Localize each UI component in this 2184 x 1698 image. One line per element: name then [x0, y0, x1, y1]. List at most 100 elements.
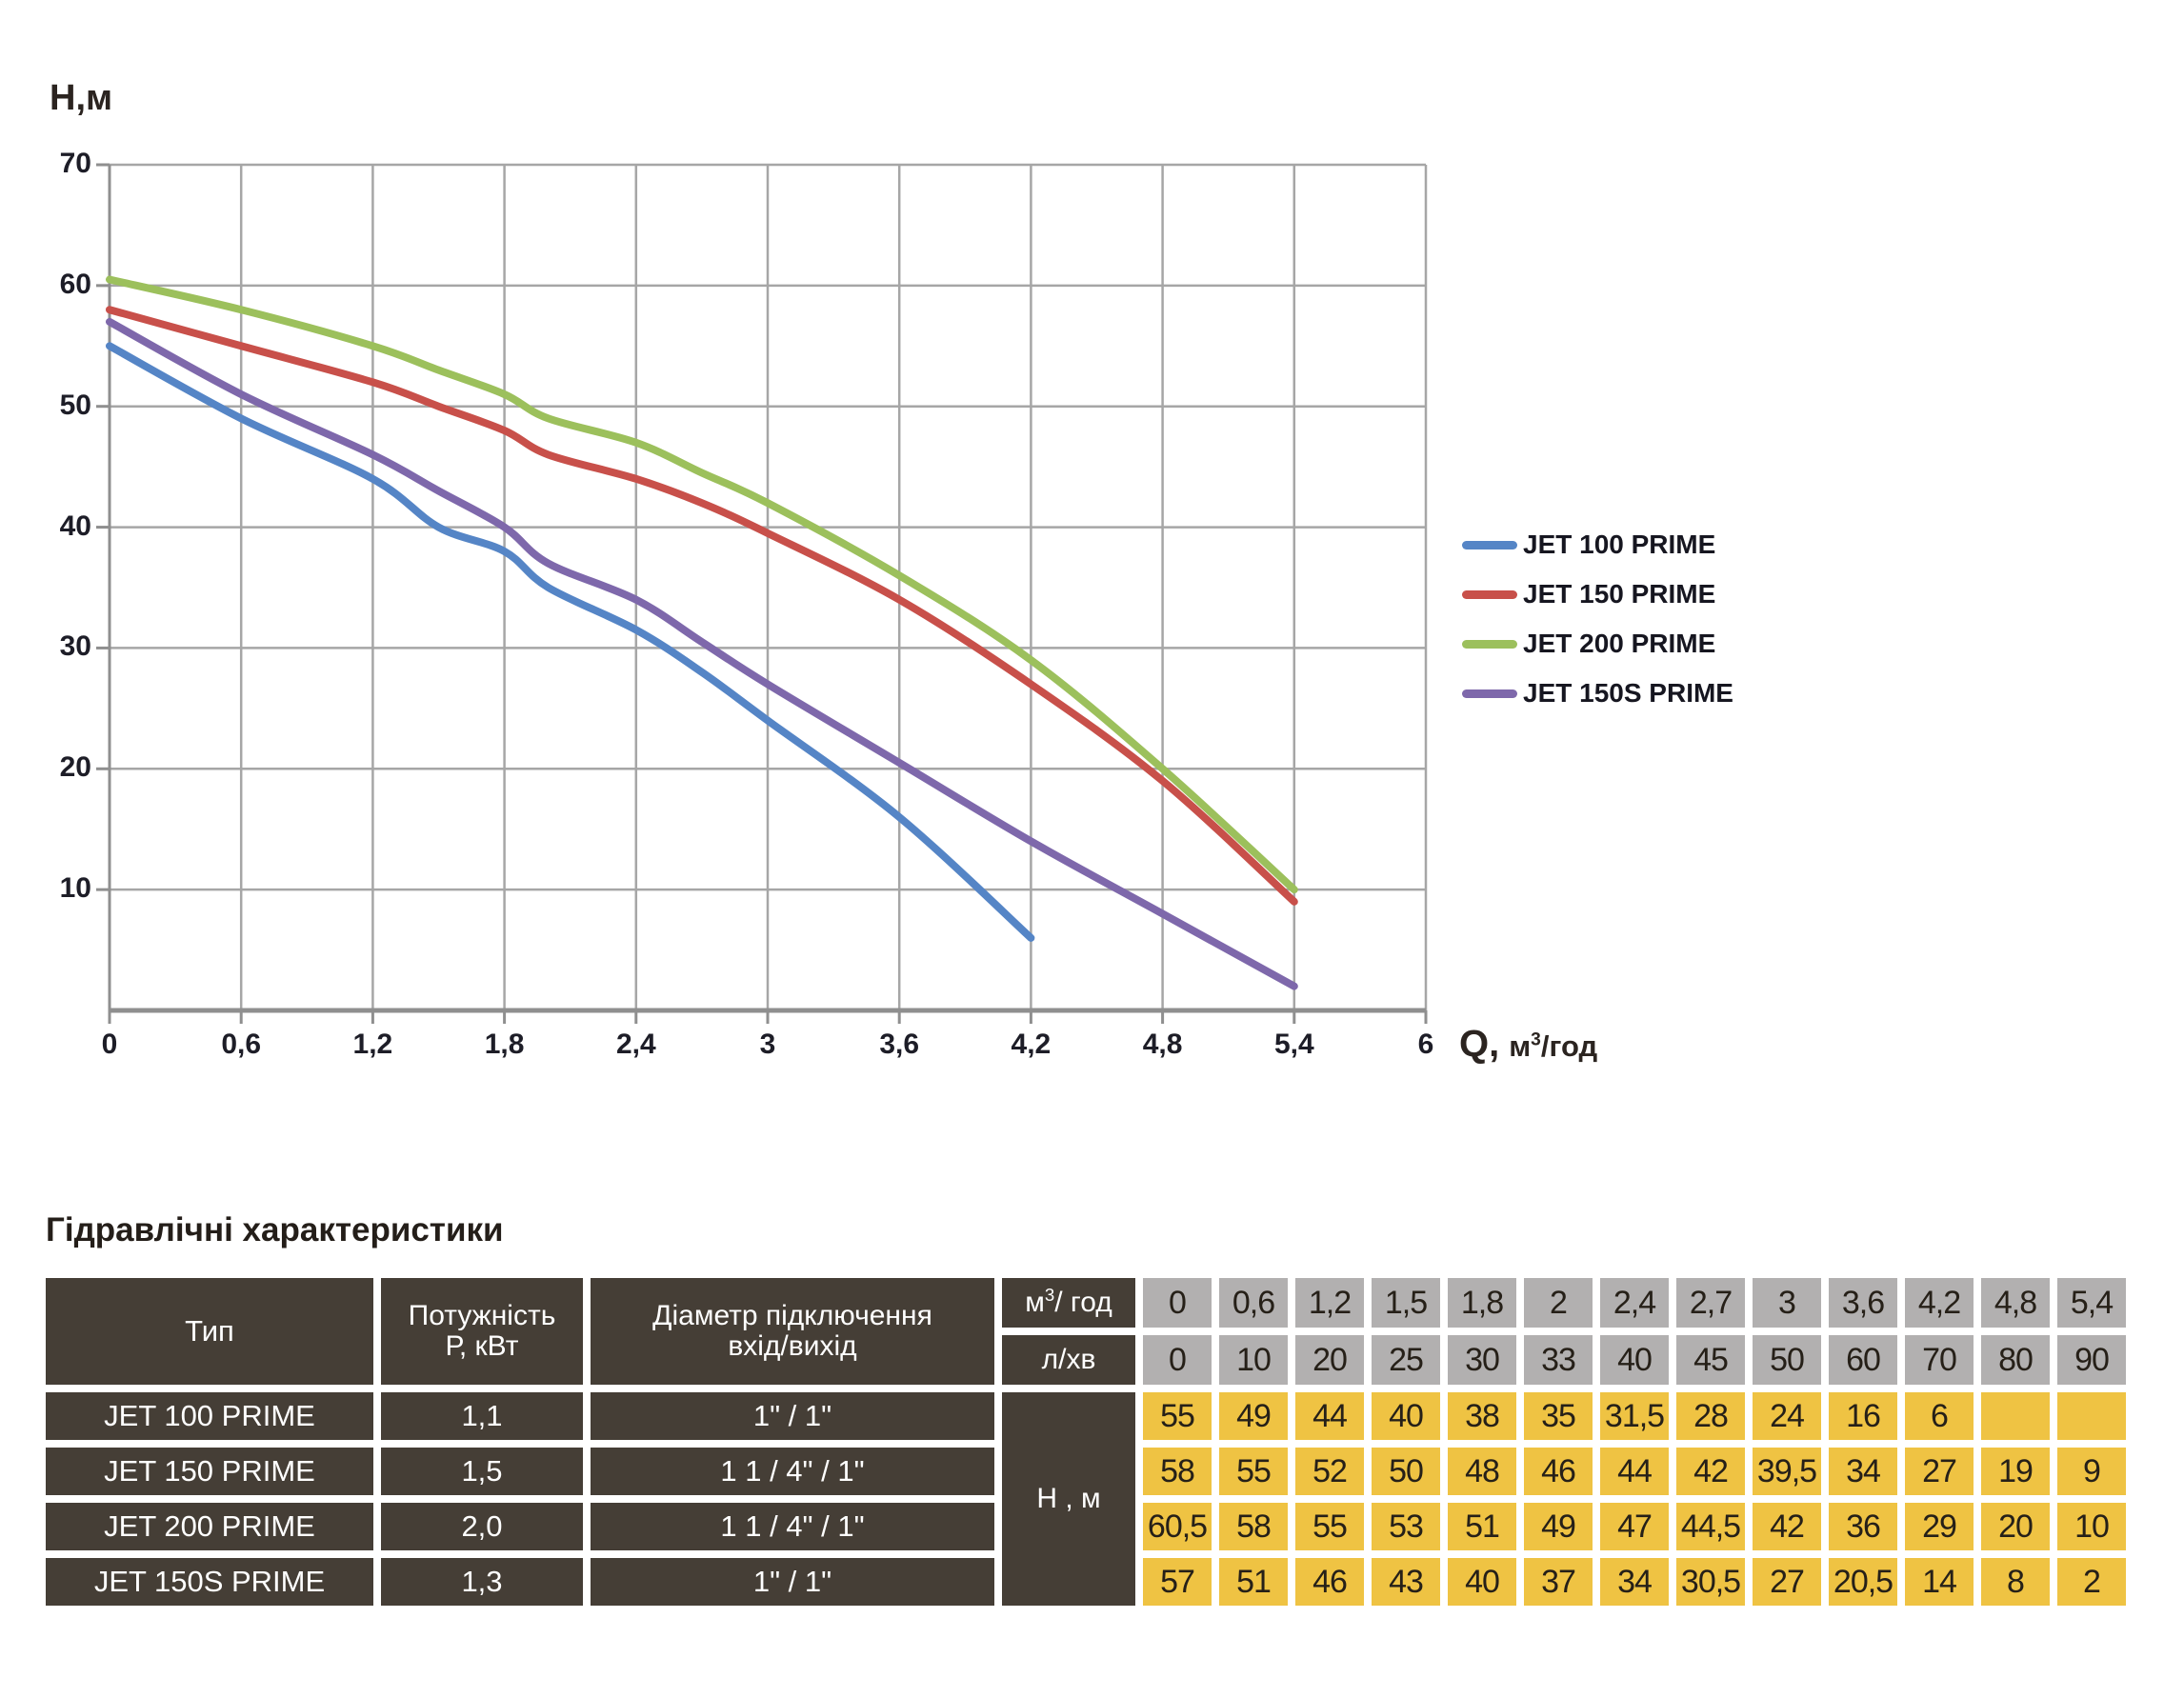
legend-item: JET 150 PRIME	[1462, 569, 1733, 619]
flow-m3h-value: 4,2	[1905, 1278, 1974, 1328]
x-tick-label: 6	[1417, 1029, 1434, 1060]
head-value-cell: 51	[1219, 1558, 1288, 1606]
x-tick-label: 1,8	[484, 1029, 525, 1060]
flow-m3h-value: 4,8	[1981, 1278, 2050, 1328]
flow-lmin-value: 70	[1905, 1335, 1974, 1385]
flow-m3h-value: 0,6	[1219, 1278, 1288, 1328]
x-axis-symbol: Q,	[1459, 1023, 1500, 1065]
head-value-cell: 44	[1600, 1448, 1669, 1495]
table-title: Гідравлічні характеристики	[46, 1211, 504, 1249]
head-value-cell: 9	[2057, 1448, 2126, 1495]
row-diameter: 1" / 1"	[591, 1558, 994, 1606]
head-value-cell: 37	[1524, 1558, 1593, 1606]
flow-m3h-value: 1,8	[1448, 1278, 1516, 1328]
pump-performance-chart: Н,м 70 60 50 40 30 20 10 0 0,6 1,2 1,8 2,4 3 3,6 4,2 4…	[50, 78, 1733, 1066]
head-value-cell	[1981, 1392, 2050, 1440]
head-value-cell: 55	[1219, 1448, 1288, 1495]
head-value-cell: 52	[1295, 1448, 1364, 1495]
head-value-cell: 20,5	[1829, 1558, 1897, 1606]
head-value-cell: 57	[1143, 1558, 1212, 1606]
flow-lmin-value: 30	[1448, 1335, 1516, 1385]
unit-header-m3h: м3/ год	[1002, 1278, 1135, 1328]
x-tick-label: 1,2	[352, 1029, 393, 1060]
head-value-cell: 43	[1372, 1558, 1440, 1606]
head-value-cell: 58	[1143, 1448, 1212, 1495]
y-tick-label: 30	[59, 630, 91, 663]
head-value-cell: 39,5	[1753, 1448, 1821, 1495]
x-tick-label: 4,8	[1142, 1029, 1183, 1060]
head-value-cell: 44,5	[1676, 1503, 1745, 1550]
head-value-cell: 51	[1448, 1503, 1516, 1550]
legend-label: JET 150S PRIME	[1523, 678, 1733, 708]
y-tick-label: 60	[59, 268, 91, 300]
row-diameter: 1 1 / 4" / 1"	[591, 1503, 994, 1550]
head-value-cell: 60,5	[1143, 1503, 1212, 1550]
legend-line-marker	[1462, 639, 1517, 649]
head-value-cell: 36	[1829, 1503, 1897, 1550]
row-type-jet-100-prime: JET 100 PRIME	[46, 1392, 373, 1440]
head-value-cell: 27	[1905, 1448, 1974, 1495]
flow-m3h-value: 2,7	[1676, 1278, 1745, 1328]
head-value-cell: 16	[1829, 1392, 1897, 1440]
head-value-cell: 2	[2057, 1558, 2126, 1606]
legend-label: JET 100 PRIME	[1523, 529, 1716, 559]
y-axis-title: Н,м	[50, 78, 113, 118]
legend-line-marker	[1462, 540, 1517, 549]
legend-item: JET 100 PRIME	[1462, 520, 1733, 569]
head-value-cell: 29	[1905, 1503, 1974, 1550]
head-value-cell: 46	[1295, 1558, 1364, 1606]
col-header-type: Тип	[46, 1278, 373, 1385]
head-value-cell: 49	[1219, 1392, 1288, 1440]
flow-lmin-value: 80	[1981, 1335, 2050, 1385]
flow-lmin-value: 90	[2057, 1335, 2126, 1385]
head-value-cell: 55	[1295, 1503, 1364, 1550]
legend-line-marker	[1462, 589, 1517, 599]
x-axis-title: Q, м3/год	[1459, 1023, 1597, 1066]
head-value-cell: 49	[1524, 1503, 1593, 1550]
row-type-jet-150-prime: JET 150 PRIME	[46, 1448, 373, 1495]
x-tick-label: 4,2	[1011, 1029, 1052, 1060]
flow-m3h-value: 1,5	[1372, 1278, 1440, 1328]
flow-m3h-value: 0	[1143, 1278, 1212, 1328]
flow-lmin-value: 10	[1219, 1335, 1288, 1385]
head-value-cell: 50	[1372, 1448, 1440, 1495]
head-value-cell: 38	[1448, 1392, 1516, 1440]
x-tick-label: 2,4	[615, 1029, 656, 1060]
head-value-cell: 27	[1753, 1558, 1821, 1606]
flow-m3h-value: 3,6	[1829, 1278, 1897, 1328]
flow-lmin-value: 25	[1372, 1335, 1440, 1385]
head-value-cell: 58	[1219, 1503, 1288, 1550]
head-value-cell: 34	[1600, 1558, 1669, 1606]
x-tick-label: 0	[101, 1029, 118, 1060]
head-unit-label: Н , м	[1002, 1392, 1135, 1606]
unit-header-lmin: л/хв	[1002, 1335, 1135, 1385]
chart-legend: JET 100 PRIME JET 150 PRIME JET 200 PRIME J…	[1462, 520, 1733, 718]
legend-label: JET 150 PRIME	[1523, 579, 1716, 609]
flow-lmin-value: 45	[1676, 1335, 1745, 1385]
flow-m3h-value: 5,4	[2057, 1278, 2126, 1328]
flow-m3h-value: 2,4	[1600, 1278, 1669, 1328]
col-header-power: Потужність Р, кВт	[381, 1278, 583, 1385]
head-value-cell: 48	[1448, 1448, 1516, 1495]
series-curve-jet-150s-prime	[106, 317, 1298, 990]
head-value-cell: 31,5	[1600, 1392, 1669, 1440]
head-value-cell: 20	[1981, 1503, 2050, 1550]
col-header-diameter: Діаметр підключення вхід/вихід	[591, 1278, 994, 1385]
legend-label: JET 200 PRIME	[1523, 629, 1716, 658]
y-tick-label: 50	[59, 389, 91, 421]
legend-item: JET 150S PRIME	[1462, 669, 1733, 718]
legend-line-marker	[1462, 689, 1517, 698]
x-tick-label: 3,6	[879, 1029, 920, 1060]
series-curve-jet-100-prime	[106, 342, 1035, 942]
row-power: 1,1	[381, 1392, 583, 1440]
row-diameter: 1 1 / 4" / 1"	[591, 1448, 994, 1495]
y-tick-label: 10	[59, 872, 91, 905]
row-power: 2,0	[381, 1503, 583, 1550]
head-value-cell: 42	[1676, 1448, 1745, 1495]
head-value-cell: 44	[1295, 1392, 1364, 1440]
x-tick-label: 3	[759, 1029, 776, 1060]
x-tick-label: 0,6	[221, 1029, 262, 1060]
head-value-cell: 14	[1905, 1558, 1974, 1606]
head-value-cell: 28	[1676, 1392, 1745, 1440]
